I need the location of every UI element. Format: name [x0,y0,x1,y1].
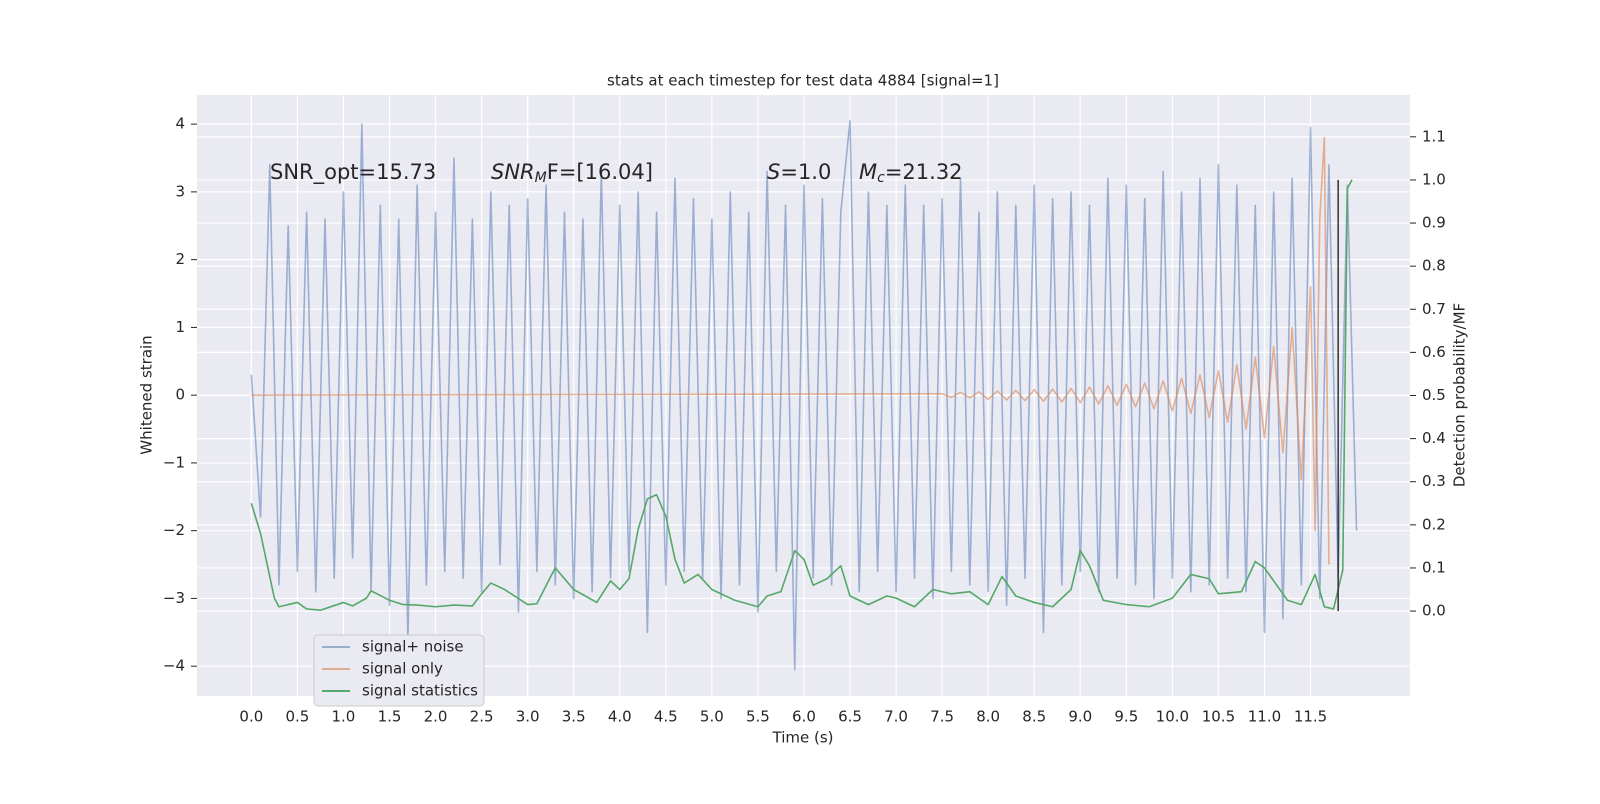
legend-label: signal only [362,660,443,678]
y-tick-label: 4 [175,115,185,133]
annotation: SNR_opt=15.73 [270,160,436,185]
series-line [250,119,1358,671]
x-tick-label: 1.0 [332,708,356,726]
y2-tick-label: 0.2 [1422,515,1446,533]
x-tick-label: 0.5 [285,708,309,726]
y2-tick-label: 0.8 [1422,257,1446,275]
y-tick-label: 3 [175,182,185,200]
x-tick-label: 9.0 [1068,708,1092,726]
y2-tick-label: 0.5 [1422,386,1446,404]
y2-tick-label: 0.3 [1422,472,1446,490]
annotation-part: M [535,170,547,186]
legend-box [313,634,485,707]
annotation-part: M [859,160,877,184]
x-tick-label: 8.5 [1022,708,1046,726]
x-tick-label: 10.5 [1202,708,1235,726]
x-tick-label: 9.5 [1114,708,1138,726]
x-tick-label: 7.0 [884,708,908,726]
series-line [251,136,1330,565]
y-tick-label: 0 [175,386,185,404]
y-tick-label: 2 [175,250,185,268]
annotation-part: SNR [491,160,535,184]
x-tick-label: 2.0 [424,708,448,726]
chart-title: stats at each timestep for test data 488… [607,72,999,90]
x-tick-label: 11.5 [1294,708,1327,726]
x-tick-label: 0.0 [239,708,263,726]
y2-tick-label: 0.1 [1422,558,1446,576]
plot-layer [250,119,1358,671]
series-line [250,179,1353,611]
y2-tick-label: 0.6 [1422,343,1446,361]
x-tick-label: 1.5 [378,708,402,726]
y-tick-label: 1 [175,318,185,336]
annotation-part: S [767,160,780,184]
annotation-part: c [877,170,885,186]
x-axis-label: Time (s) [772,729,834,747]
x-tick-label: 3.5 [562,708,586,726]
x-tick-label: 6.5 [838,708,862,726]
x-tick-label: 8.0 [976,708,1000,726]
y2-tick-label: 1.1 [1422,127,1446,145]
y2-axis-label: Detection probability/MF [1451,303,1469,487]
x-tick-label: 11.0 [1248,708,1281,726]
y2-tick-label: 0.0 [1422,602,1446,620]
y-axis-label: Whitened strain [138,335,156,454]
y2-tick-label: 0.4 [1422,429,1446,447]
x-tick-label: 2.5 [470,708,494,726]
y2-tick-label: 0.7 [1422,300,1446,318]
x-tick-label: 4.0 [608,708,632,726]
y-tick-label: −4 [163,657,185,675]
y-tick-label: −2 [163,521,185,539]
x-tick-label: 4.5 [654,708,678,726]
annotation-part: =21.32 [885,160,963,184]
y2-tick-label: 1.0 [1422,170,1446,188]
x-tick-label: 5.0 [700,708,724,726]
annotation-part: F=[16.04] [547,160,653,184]
x-tick-label: 5.5 [746,708,770,726]
annotation: S=1.0 [767,160,831,184]
y-tick-label: −1 [163,453,185,471]
x-tick-label: 6.0 [792,708,816,726]
legend-label: signal statistics [362,682,478,700]
legend: signal+ noise signal only signal statistic… [313,634,485,707]
x-tick-label: 3.0 [516,708,540,726]
x-tick-label: 7.5 [930,708,954,726]
y-tick-label: −3 [163,589,185,607]
annotation-part: =1.0 [780,160,831,184]
annotation: SNRMF=[16.04] [491,160,653,186]
y2-tick-label: 0.9 [1422,214,1446,232]
annotation: Mc=21.32 [859,160,963,186]
x-tick-label: 10.0 [1156,708,1189,726]
legend-label: signal+ noise [362,638,464,656]
